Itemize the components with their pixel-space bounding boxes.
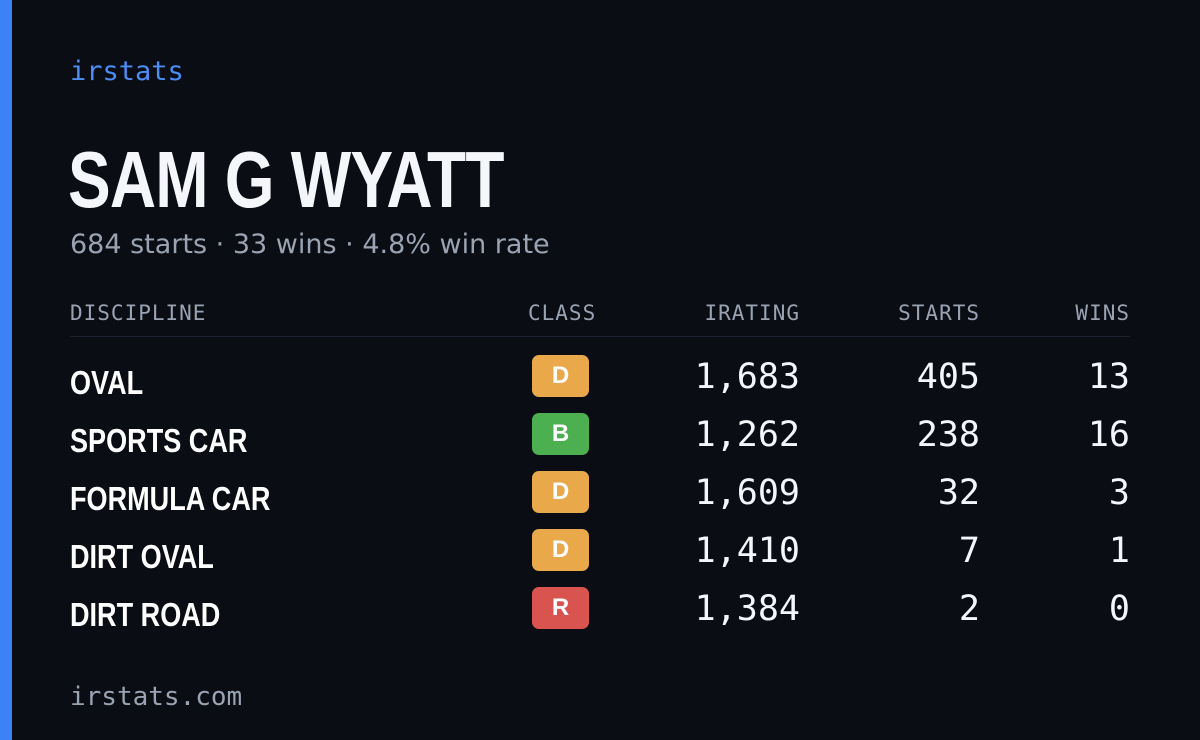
summary-wins: 33 wins <box>232 229 337 260</box>
starts-value: 2 <box>958 589 980 629</box>
irating-value: 1,410 <box>694 531 800 571</box>
wins-value: 1 <box>1108 531 1130 571</box>
discipline-name: DIRT OVAL <box>70 538 214 575</box>
wins-value: 13 <box>1087 357 1130 397</box>
license-class-badge: D <box>532 355 589 397</box>
license-class-badge: B <box>532 413 589 455</box>
discipline-name: DIRT ROAD <box>70 596 221 633</box>
header-discipline: DISCIPLINE <box>70 301 207 325</box>
irating-value: 1,262 <box>694 415 800 455</box>
table-row: OVAL D 1,683 405 13 <box>70 353 1130 411</box>
table-body: OVAL D 1,683 405 13 SPORTS CAR B 1,262 2… <box>70 353 1130 643</box>
driver-name: SAM G WYATT <box>68 135 504 224</box>
discipline-name: OVAL <box>70 364 144 401</box>
irating-value: 1,683 <box>694 357 800 397</box>
summary-win-rate: 4.8% win rate <box>362 229 550 260</box>
discipline-name: SPORTS CAR <box>70 422 248 459</box>
table-row: DIRT ROAD R 1,384 2 0 <box>70 585 1130 643</box>
license-class-badge: D <box>532 529 589 571</box>
header-starts: STARTS <box>898 301 980 325</box>
wins-value: 16 <box>1087 415 1130 455</box>
driver-summary: 684 starts · 33 wins · 4.8% win rate <box>70 228 550 262</box>
summary-separator: · <box>215 229 225 260</box>
header-class: CLASS <box>528 301 597 325</box>
summary-starts: 684 starts <box>70 229 208 260</box>
table-row: SPORTS CAR B 1,262 238 16 <box>70 411 1130 469</box>
footer-site-link[interactable]: irstats.com <box>70 682 243 712</box>
starts-value: 7 <box>958 531 980 571</box>
wins-value: 3 <box>1108 473 1130 513</box>
starts-value: 32 <box>937 473 980 513</box>
header-wins: WINS <box>1075 301 1130 325</box>
table-header: DISCIPLINE CLASS IRATING STARTS WINS <box>70 296 1130 337</box>
header-irating: IRATING <box>704 301 800 325</box>
starts-value: 405 <box>916 357 980 397</box>
discipline-name: FORMULA CAR <box>70 480 271 517</box>
irating-value: 1,384 <box>694 589 800 629</box>
summary-separator: · <box>345 229 354 260</box>
license-class-badge: D <box>532 471 589 513</box>
license-class-badge: R <box>532 587 589 629</box>
irating-value: 1,609 <box>694 473 800 513</box>
brand-logo-text[interactable]: irstats <box>70 56 184 87</box>
wins-value: 0 <box>1108 589 1130 629</box>
table-row: FORMULA CAR D 1,609 32 3 <box>70 469 1130 527</box>
starts-value: 238 <box>916 415 980 455</box>
table-row: DIRT OVAL D 1,410 7 1 <box>70 527 1130 585</box>
discipline-stats-table: DISCIPLINE CLASS IRATING STARTS WINS OVA… <box>70 296 1130 633</box>
accent-bar <box>0 0 12 740</box>
